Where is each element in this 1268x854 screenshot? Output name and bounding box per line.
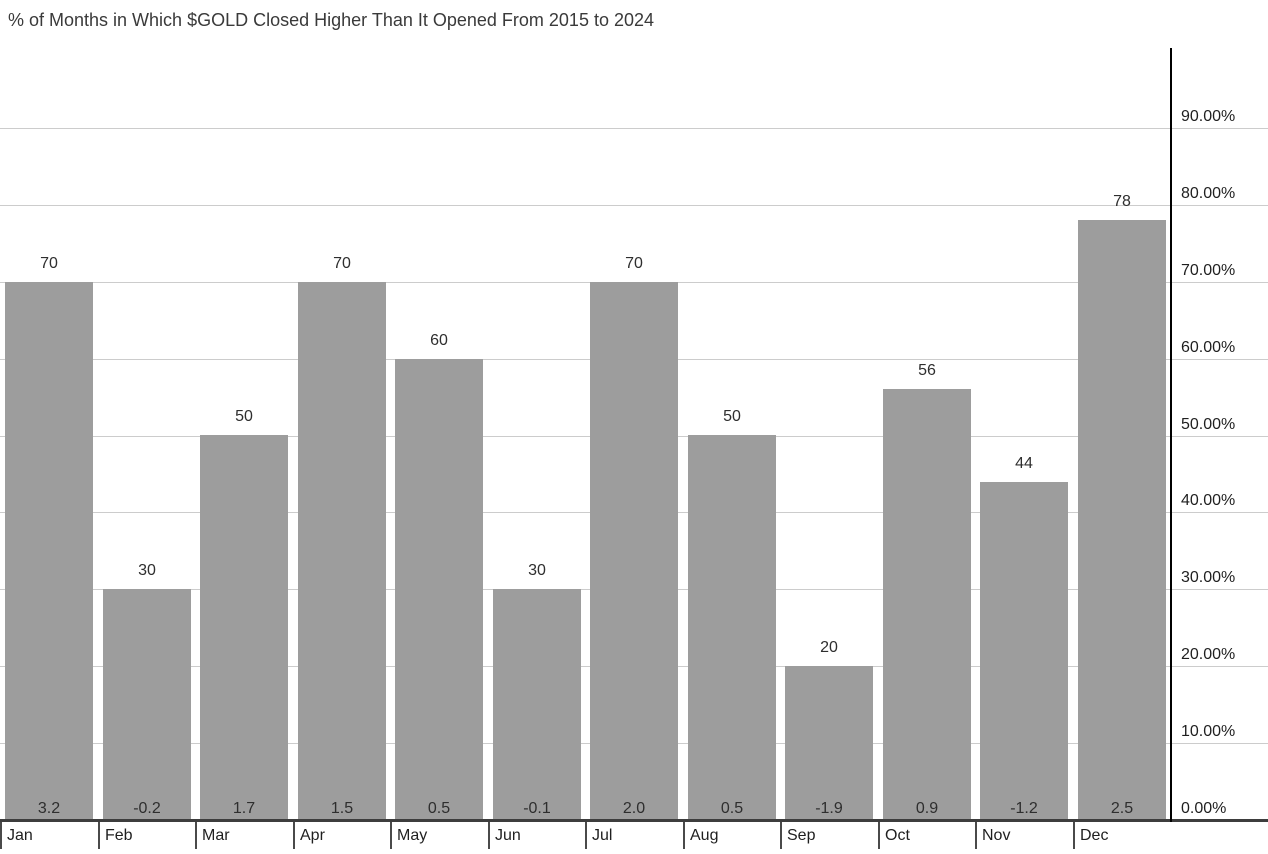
y-axis-label: 30.00% <box>1181 569 1236 586</box>
bar-value-label: 70 <box>40 255 58 272</box>
x-tick <box>0 822 2 849</box>
bar-aug <box>688 435 776 820</box>
bar-return-label: 2.5 <box>1110 800 1134 817</box>
y-axis-line <box>1170 48 1172 822</box>
y-axis-label: 50.00% <box>1181 416 1236 433</box>
bar-jan <box>5 282 93 820</box>
bar-value-label: 56 <box>918 362 936 379</box>
x-tick-label: Jul <box>592 827 613 844</box>
bar-mar <box>200 435 288 820</box>
x-tick <box>98 822 100 849</box>
bar-jul <box>590 282 678 820</box>
bar-jun <box>493 589 581 820</box>
y-axis-label: 60.00% <box>1181 339 1236 356</box>
x-tick-label: Feb <box>105 827 133 844</box>
x-tick <box>683 822 685 849</box>
bar-nov <box>980 482 1068 820</box>
bar-return-label: 3.2 <box>37 800 61 817</box>
bar-return-label: 0.9 <box>915 800 939 817</box>
x-tick <box>780 822 782 849</box>
x-tick-label: Jan <box>7 827 33 844</box>
bar-return-label: -1.9 <box>815 800 843 817</box>
bar-return-label: -0.1 <box>523 800 551 817</box>
bar-value-label: 70 <box>625 255 643 272</box>
x-tick <box>1073 822 1075 849</box>
x-tick-label: Dec <box>1080 827 1109 844</box>
bar-may <box>395 359 483 820</box>
bar-value-label: 30 <box>138 562 156 579</box>
bar-return-label: 0.5 <box>720 800 744 817</box>
y-axis-label: 20.00% <box>1181 646 1236 663</box>
bar-value-label: 78 <box>1113 193 1131 210</box>
bar-return-label: 1.5 <box>330 800 354 817</box>
x-tick-label: Nov <box>982 827 1011 844</box>
bar-value-label: 50 <box>235 408 253 425</box>
bar-oct <box>883 389 971 820</box>
x-tick <box>293 822 295 849</box>
gridline <box>0 205 1268 206</box>
x-tick-label: Apr <box>300 827 325 844</box>
x-tick-label: Oct <box>885 827 910 844</box>
chart-title: % of Months in Which $GOLD Closed Higher… <box>8 10 655 30</box>
bar-return-label: -1.2 <box>1010 800 1038 817</box>
y-axis-label: 90.00% <box>1181 108 1236 125</box>
x-axis-line <box>0 819 1268 822</box>
x-tick <box>488 822 490 849</box>
x-tick <box>390 822 392 849</box>
bar-return-label: 2.0 <box>622 800 646 817</box>
x-tick <box>195 822 197 849</box>
x-tick-label: May <box>397 827 428 844</box>
y-axis-label: 10.00% <box>1181 723 1236 740</box>
bar-sep <box>785 666 873 820</box>
y-axis-label: 70.00% <box>1181 262 1236 279</box>
x-tick-label: Mar <box>202 827 230 844</box>
bar-value-label: 20 <box>820 639 838 656</box>
bar-apr <box>298 282 386 820</box>
x-tick <box>975 822 977 849</box>
bar-value-label: 30 <box>528 562 546 579</box>
x-tick <box>878 822 880 849</box>
bar-return-label: 0.5 <box>427 800 451 817</box>
y-axis-label: 80.00% <box>1181 185 1236 202</box>
x-tick <box>585 822 587 849</box>
bar-feb <box>103 589 191 820</box>
bar-value-label: 44 <box>1015 455 1033 472</box>
x-tick-label: Jun <box>495 827 521 844</box>
gridline <box>0 128 1268 129</box>
bar-return-label: -0.2 <box>133 800 161 817</box>
bar-dec <box>1078 220 1166 820</box>
y-axis-label: 40.00% <box>1181 492 1236 509</box>
bar-value-label: 50 <box>723 408 741 425</box>
x-tick-label: Sep <box>787 827 816 844</box>
bar-return-label: 1.7 <box>232 800 256 817</box>
bar-value-label: 70 <box>333 255 351 272</box>
y-axis-label: 0.00% <box>1181 800 1227 817</box>
x-tick-label: Aug <box>690 827 719 844</box>
bar-value-label: 60 <box>430 332 448 349</box>
